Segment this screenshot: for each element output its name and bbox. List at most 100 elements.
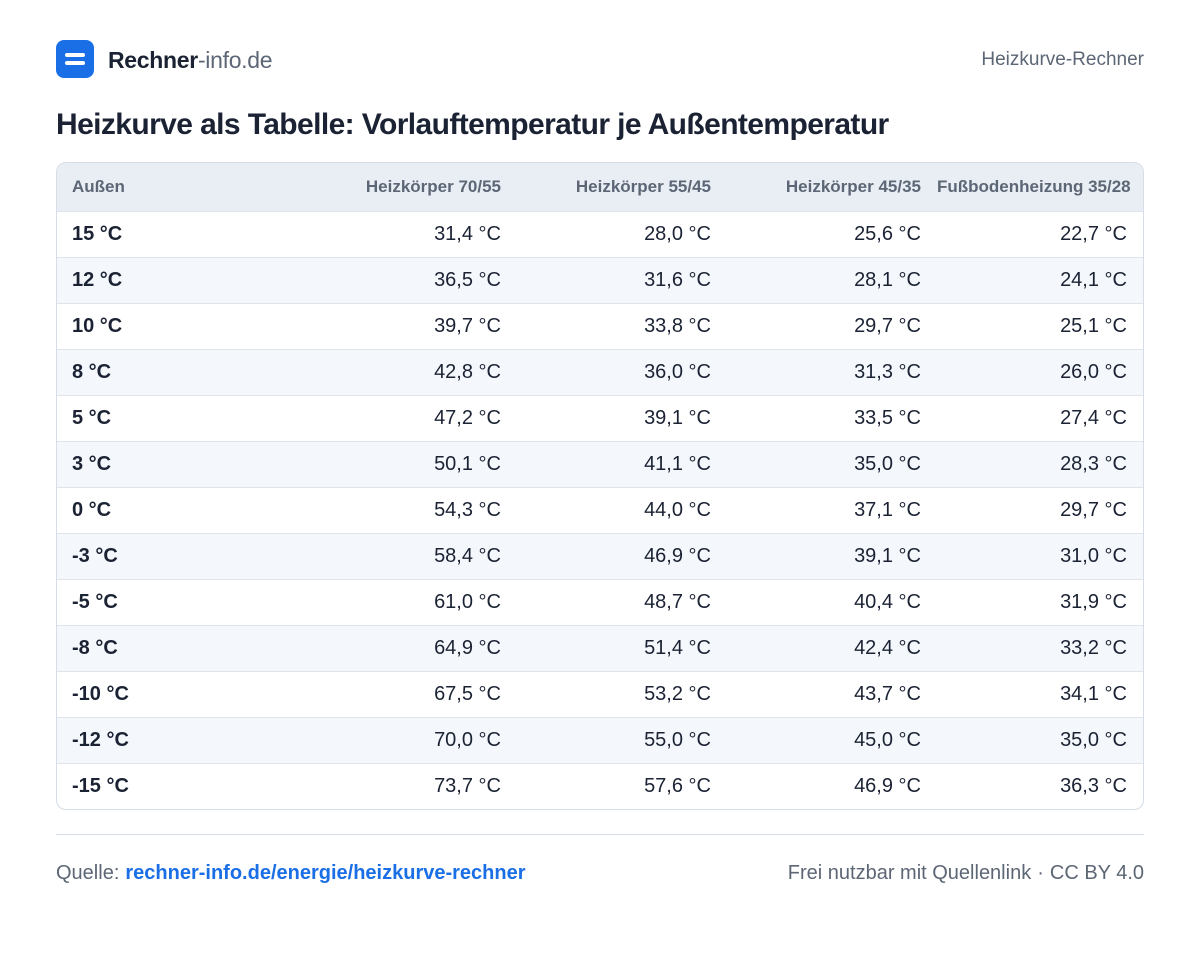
table-row: -8 °C 64,9 °C 51,4 °C 42,4 °C 33,2 °C	[57, 625, 1143, 671]
flow-temp-cell: 47,2 °C	[434, 406, 501, 429]
flow-temp-cell: 40,4 °C	[854, 590, 921, 613]
flow-temp-cell: 33,2 °C	[1060, 636, 1127, 659]
flow-temp-cell: 44,0 °C	[644, 498, 711, 521]
flow-temp-cell: 33,8 °C	[644, 314, 711, 337]
flow-temp-cell: 35,0 °C	[854, 452, 921, 475]
flow-temp-cell: 61,0 °C	[434, 590, 501, 613]
table-row: -12 °C 70,0 °C 55,0 °C 45,0 °C 35,0 °C	[57, 717, 1143, 763]
outside-temp-cell: 15 °C	[72, 222, 123, 245]
flow-temp-cell: 31,3 °C	[854, 360, 921, 383]
license-text: Frei nutzbar mit Quellenlink	[787, 862, 1032, 884]
page-title: Heizkurve als Tabelle: Vorlauftemperatur…	[56, 108, 889, 141]
source-line: Quelle: rechner-info.de/energie/heizkurve…	[56, 861, 526, 885]
flow-temp-cell: 27,4 °C	[1060, 406, 1127, 429]
source-link[interactable]: rechner-info.de/energie/heizkurve-rechne…	[125, 862, 526, 884]
table-row: 3 °C 50,1 °C 41,1 °C 35,0 °C 28,3 °C	[57, 441, 1143, 487]
column-header-outside: Außen	[72, 176, 125, 196]
logo-text[interactable]: Rechner-info.de	[108, 46, 273, 74]
flow-temp-cell: 29,7 °C	[1060, 498, 1127, 521]
table-row: 12 °C 36,5 °C 31,6 °C 28,1 °C 24,1 °C	[57, 257, 1143, 303]
flow-temp-cell: 55,0 °C	[644, 728, 711, 751]
flow-temp-cell: 39,1 °C	[854, 544, 921, 567]
flow-temp-cell: 46,9 °C	[644, 544, 711, 567]
flow-temp-cell: 28,0 °C	[644, 222, 711, 245]
flow-temp-cell: 73,7 °C	[434, 774, 501, 797]
table-row: 5 °C 47,2 °C 39,1 °C 33,5 °C 27,4 °C	[57, 395, 1143, 441]
footer-separator: ·	[1037, 862, 1044, 884]
flow-temp-cell: 25,6 °C	[854, 222, 921, 245]
license-badge[interactable]: CC BY 4.0	[1049, 862, 1144, 884]
outside-temp-cell: -12 °C	[72, 728, 129, 751]
flow-temp-cell: 37,1 °C	[854, 498, 921, 521]
outside-temp-cell: -10 °C	[72, 682, 129, 705]
flow-temp-cell: 33,5 °C	[854, 406, 921, 429]
flow-temp-cell: 50,1 °C	[434, 452, 501, 475]
table-row: -3 °C 58,4 °C 46,9 °C 39,1 °C 31,0 °C	[57, 533, 1143, 579]
flow-temp-cell: 70,0 °C	[434, 728, 501, 751]
flow-temp-cell: 67,5 °C	[434, 682, 501, 705]
flow-temp-cell: 31,4 °C	[434, 222, 501, 245]
flow-temp-cell: 25,1 °C	[1060, 314, 1127, 337]
flow-temp-cell: 36,3 °C	[1060, 774, 1127, 797]
flow-temp-cell: 24,1 °C	[1060, 268, 1127, 291]
flow-temp-cell: 48,7 °C	[644, 590, 711, 613]
flow-temp-cell: 31,9 °C	[1060, 590, 1127, 613]
logo-light: -info.de	[197, 47, 273, 73]
flow-temp-cell: 35,0 °C	[1060, 728, 1127, 751]
heating-curve-table: Außen Heizkörper 70/55 Heizkörper 55/45 …	[56, 162, 1144, 810]
flow-temp-cell: 42,4 °C	[854, 636, 921, 659]
flow-temp-cell: 28,1 °C	[854, 268, 921, 291]
outside-temp-cell: 8 °C	[72, 360, 112, 383]
table-row: 0 °C 54,3 °C 44,0 °C 37,1 °C 29,7 °C	[57, 487, 1143, 533]
table-row: 15 °C 31,4 °C 28,0 °C 25,6 °C 22,7 °C	[57, 211, 1143, 257]
flow-temp-cell: 26,0 °C	[1060, 360, 1127, 383]
flow-temp-cell: 57,6 °C	[644, 774, 711, 797]
flow-temp-cell: 46,9 °C	[854, 774, 921, 797]
column-header-floor-heating: Fußbodenheizung 35/28	[937, 176, 1131, 196]
outside-temp-cell: -15 °C	[72, 774, 129, 797]
column-header-radiator-45-35: Heizkörper 45/35	[785, 176, 921, 196]
flow-temp-cell: 31,0 °C	[1060, 544, 1127, 567]
flow-temp-cell: 28,3 °C	[1060, 452, 1127, 475]
flow-temp-cell: 58,4 °C	[434, 544, 501, 567]
outside-temp-cell: -8 °C	[72, 636, 118, 659]
logo-icon[interactable]	[56, 40, 94, 78]
table-row: 8 °C 42,8 °C 36,0 °C 31,3 °C 26,0 °C	[57, 349, 1143, 395]
license-line: Frei nutzbar mit Quellenlink · CC BY 4.0	[788, 861, 1144, 885]
outside-temp-cell: -5 °C	[72, 590, 118, 613]
flow-temp-cell: 43,7 °C	[854, 682, 921, 705]
flow-temp-cell: 34,1 °C	[1060, 682, 1127, 705]
table-row: 10 °C 39,7 °C 33,8 °C 29,7 °C 25,1 °C	[57, 303, 1143, 349]
outside-temp-cell: 5 °C	[72, 406, 112, 429]
flow-temp-cell: 39,1 °C	[644, 406, 711, 429]
flow-temp-cell: 31,6 °C	[644, 268, 711, 291]
table-header-row: Außen Heizkörper 70/55 Heizkörper 55/45 …	[57, 163, 1143, 211]
flow-temp-cell: 39,7 °C	[434, 314, 501, 337]
flow-temp-cell: 36,5 °C	[434, 268, 501, 291]
flow-temp-cell: 29,7 °C	[854, 314, 921, 337]
outside-temp-cell: 12 °C	[72, 268, 123, 291]
outside-temp-cell: 0 °C	[72, 498, 112, 521]
outside-temp-cell: 3 °C	[72, 452, 112, 475]
flow-temp-cell: 51,4 °C	[644, 636, 711, 659]
outside-temp-cell: -3 °C	[72, 544, 118, 567]
flow-temp-cell: 45,0 °C	[854, 728, 921, 751]
footer-divider	[56, 834, 1144, 835]
column-header-radiator-70-55: Heizkörper 70/55	[365, 176, 501, 196]
flow-temp-cell: 22,7 °C	[1060, 222, 1127, 245]
table-row: -5 °C 61,0 °C 48,7 °C 40,4 °C 31,9 °C	[57, 579, 1143, 625]
outside-temp-cell: 10 °C	[72, 314, 123, 337]
flow-temp-cell: 41,1 °C	[644, 452, 711, 475]
flow-temp-cell: 42,8 °C	[434, 360, 501, 383]
column-header-radiator-55-45: Heizkörper 55/45	[575, 176, 711, 196]
source-label: Quelle:	[56, 862, 120, 884]
flow-temp-cell: 54,3 °C	[434, 498, 501, 521]
flow-temp-cell: 64,9 °C	[434, 636, 501, 659]
table-row: -15 °C 73,7 °C 57,6 °C 46,9 °C 36,3 °C	[57, 763, 1143, 809]
table-row: -10 °C 67,5 °C 53,2 °C 43,7 °C 34,1 °C	[57, 671, 1143, 717]
site-header: Rechner-info.de Heizkurve-Rechner	[56, 40, 1144, 78]
calculator-label: Heizkurve-Rechner	[981, 49, 1144, 70]
flow-temp-cell: 36,0 °C	[644, 360, 711, 383]
flow-temp-cell: 53,2 °C	[644, 682, 711, 705]
logo-strong: Rechner	[108, 47, 198, 73]
